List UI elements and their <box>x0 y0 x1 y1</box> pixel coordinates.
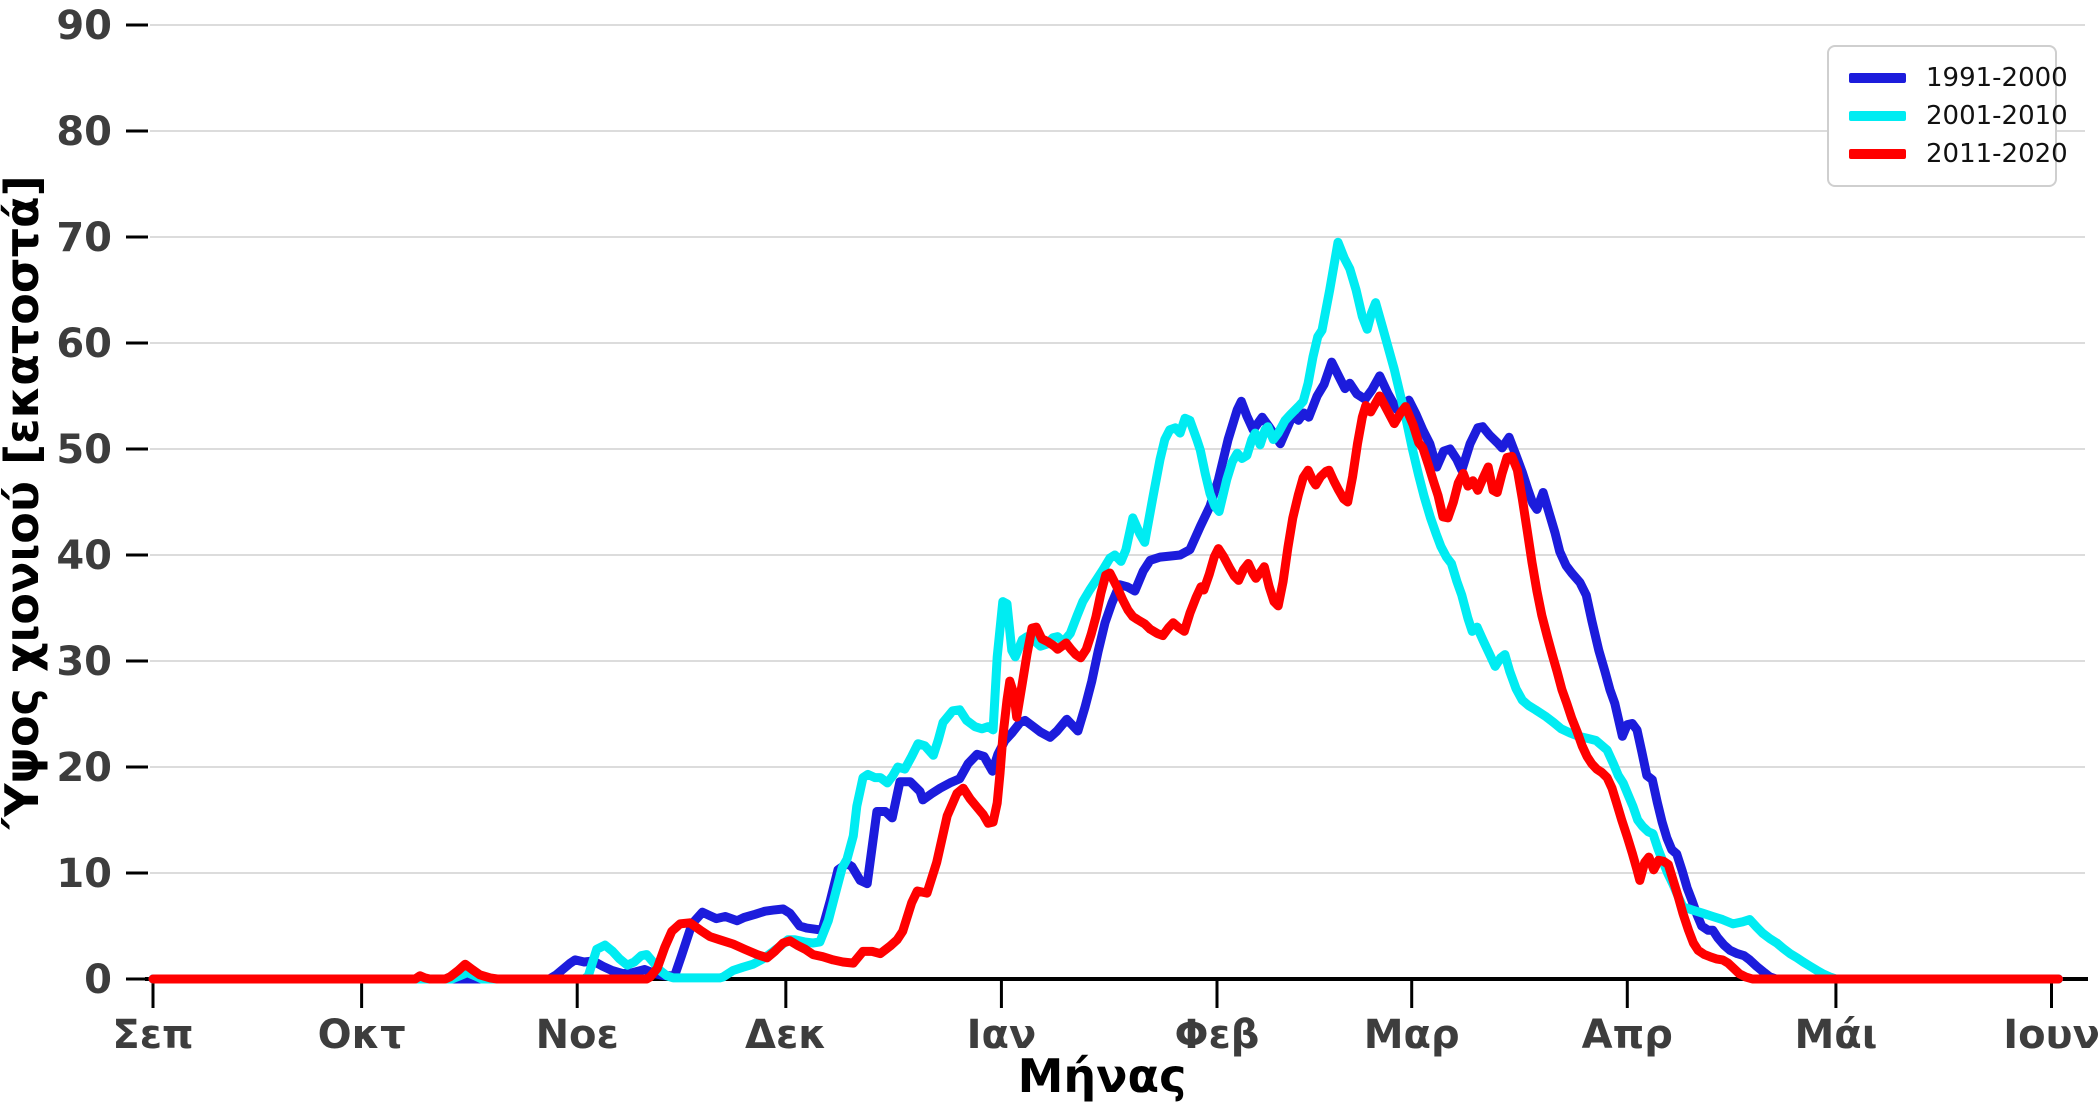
legend: 1991-2000 2001-2010 2011-2020 <box>1827 45 2068 187</box>
x-tick-label-Μαρ: Μαρ <box>1364 1012 1460 1058</box>
x-tick-label-Ιαν: Ιαν <box>967 1012 1037 1058</box>
legend-swatch-2011-2020 <box>1849 149 1906 159</box>
y-tick-label-50: 50 <box>56 427 112 473</box>
axes <box>126 23 2088 1008</box>
series-lines <box>148 237 2063 984</box>
x-tick-label-Ιουν: Ιουν <box>2003 1012 2100 1058</box>
series-line-2011-2020 <box>148 391 2063 984</box>
y-tick-label-40: 40 <box>56 533 112 579</box>
y-tick-label-30: 30 <box>56 639 112 685</box>
y-tick-label-80: 80 <box>56 109 112 155</box>
x-tick-label-Νοε: Νοε <box>536 1012 619 1058</box>
y-tick-label-20: 20 <box>56 745 112 791</box>
legend-item-2011-2020: 2011-2020 <box>1849 141 2068 167</box>
legend-swatch-1991-2000 <box>1849 73 1906 83</box>
legend-item-2001-2010: 2001-2010 <box>1849 103 2068 129</box>
y-tick-label-70: 70 <box>56 215 112 261</box>
y-axis-title: Ύψος χιονιού [εκατοστά] <box>0 175 49 830</box>
y-tick-label-90: 90 <box>56 3 112 49</box>
x-tick-label-Δεκ: Δεκ <box>745 1012 827 1058</box>
x-tick-label-Σεπ: Σεπ <box>112 1012 193 1058</box>
x-tick-label-Μάι: Μάι <box>1794 1012 1877 1058</box>
y-tick-label-0: 0 <box>84 957 112 1003</box>
legend-label: 1991-2000 <box>1926 63 2068 93</box>
series-line-2001-2010 <box>148 237 2063 984</box>
x-axis-title: Μήνας <box>1018 1049 1187 1103</box>
tick-labels: 0 10 20 30 40 50 60 70 80 90 Σεπ Οκτ Νοε Δεκ Ιαν Φεβ Μαρ… <box>56 3 2099 1058</box>
x-tick-label-Απρ: Απρ <box>1582 1012 1673 1058</box>
legend-swatch-2001-2010 <box>1849 111 1906 121</box>
legend-label: 2001-2010 <box>1926 101 2068 131</box>
series-line-1991-2000 <box>148 357 2063 984</box>
x-tick-label-Φεβ: Φεβ <box>1175 1012 1260 1058</box>
legend-label: 2011-2020 <box>1926 139 2068 169</box>
legend-item-1991-2000: 1991-2000 <box>1849 65 2068 91</box>
gridlines <box>150 24 2085 874</box>
y-tick-label-60: 60 <box>56 321 112 367</box>
y-tick-label-10: 10 <box>56 851 112 897</box>
x-tick-label-Οκτ: Οκτ <box>318 1012 406 1058</box>
